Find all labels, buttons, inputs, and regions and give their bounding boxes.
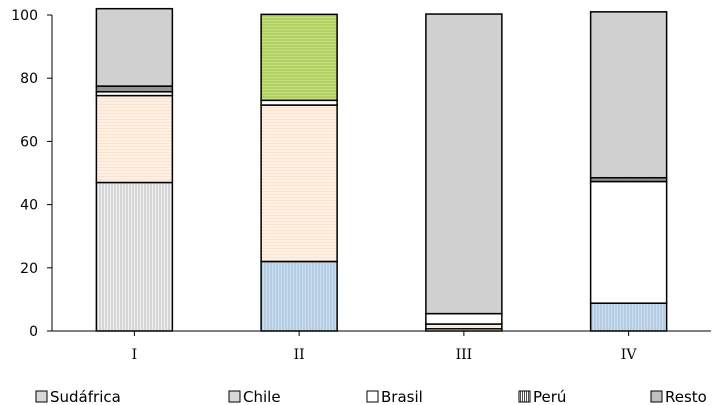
legend-item-brasil: Brasil	[366, 388, 423, 405]
x-axis	[52, 330, 711, 336]
y-axis: 0 20 40 60 80 100	[11, 8, 53, 340]
legend-label-resto: Resto	[665, 388, 707, 405]
x-tick-label: II	[294, 347, 305, 363]
bars	[95, 7, 668, 332]
bar-segment-hatch	[425, 324, 502, 329]
legend-swatch-brasil	[366, 390, 379, 403]
bar-segment	[590, 181, 667, 304]
legend-item-peru: Perú	[518, 388, 566, 405]
legend-label-peru: Perú	[533, 388, 566, 405]
bar-segment-hatch	[96, 95, 173, 183]
legend-item-chile: Chile	[228, 388, 281, 405]
bar-segment	[590, 11, 667, 178]
legend-item-sudafrica: Sudáfrica	[35, 388, 121, 405]
x-tick-label: I	[132, 347, 138, 363]
y-tick-label: 80	[20, 71, 38, 87]
bar-segment	[425, 313, 502, 325]
legend-label-chile: Chile	[243, 388, 281, 405]
y-tick-label: 60	[20, 134, 38, 150]
x-tick-label: III	[456, 347, 473, 363]
y-tick-label: 0	[29, 324, 38, 340]
bar-segment	[425, 14, 502, 314]
bar-segment-hatch	[96, 86, 173, 92]
legend-label-sudafrica: Sudáfrica	[50, 388, 121, 405]
x-tick-label: IV	[621, 347, 638, 363]
bar-III	[425, 13, 503, 332]
bar-segment-outline	[425, 13, 503, 315]
legend: Sudáfrica Chile Brasil Perú Resto	[35, 388, 707, 405]
bar-segment-hatch	[590, 303, 667, 331]
bar-segment	[425, 328, 502, 331]
legend-label-brasil: Brasil	[381, 388, 423, 405]
legend-item-resto: Resto	[650, 388, 707, 405]
bar-II	[260, 13, 338, 332]
bar-segment-outline	[260, 13, 338, 102]
category-labels: I II III IV	[132, 347, 638, 363]
bar-segment	[261, 100, 338, 106]
bar-segment-hatch	[590, 177, 667, 182]
y-tick-label: 20	[20, 261, 38, 277]
bar-segment	[96, 91, 173, 96]
bar-IV	[589, 11, 668, 332]
bar-segment-hatch	[96, 182, 173, 331]
legend-swatch-chile	[228, 390, 241, 403]
legend-swatch-sudafrica	[35, 390, 48, 403]
legend-swatch-peru	[518, 390, 531, 403]
y-tick-label: 40	[20, 198, 38, 214]
bar-I	[95, 7, 174, 332]
bar-segment-hatch	[261, 14, 338, 101]
bar-segment-outline	[589, 11, 668, 179]
bar-segment-outline	[95, 7, 174, 87]
bar-segment-hatch	[261, 261, 338, 331]
bar-segment	[96, 8, 173, 87]
y-tick-label: 100	[11, 8, 38, 24]
legend-swatch-resto	[650, 390, 663, 403]
bar-segment-hatch	[261, 105, 338, 262]
